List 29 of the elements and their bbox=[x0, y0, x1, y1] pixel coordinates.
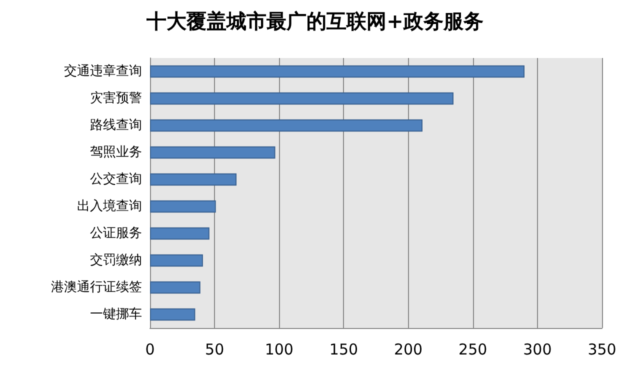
y-tick-label: 交通违章查询 bbox=[64, 63, 142, 79]
x-tick-label: 0 bbox=[145, 340, 155, 358]
y-tick-label: 灾害预警 bbox=[90, 90, 142, 106]
x-tick-label: 100 bbox=[264, 340, 294, 358]
bar bbox=[150, 254, 203, 267]
y-tick-label: 交罚缴纳 bbox=[90, 252, 142, 268]
chart-title: 十大覆盖城市最广的互联网+政务服务 bbox=[146, 9, 484, 33]
bar bbox=[150, 173, 237, 186]
x-tick-label: 150 bbox=[329, 340, 358, 358]
bar bbox=[150, 119, 422, 132]
y-tick-label: 公证服务 bbox=[90, 226, 142, 241]
x-tick-label: 50 bbox=[205, 340, 224, 358]
y-tick-label: 驾照业务 bbox=[90, 145, 142, 160]
bar bbox=[150, 92, 454, 105]
x-tick-label: 300 bbox=[523, 340, 552, 358]
y-tick-label: 港澳通行证续签 bbox=[51, 280, 142, 295]
y-tick-label: 出入境查询 bbox=[77, 198, 142, 214]
bar bbox=[150, 146, 276, 159]
y-tick-label: 公交查询 bbox=[90, 171, 142, 187]
bar bbox=[150, 227, 210, 240]
bar bbox=[150, 65, 525, 78]
x-tick-label: 350 bbox=[588, 340, 616, 358]
y-tick-label: 一键挪车 bbox=[90, 307, 142, 322]
bar bbox=[150, 200, 216, 213]
y-tick-label: 路线查询 bbox=[90, 118, 142, 133]
x-tick-label: 250 bbox=[458, 340, 488, 358]
bar bbox=[150, 281, 200, 294]
bar bbox=[150, 308, 196, 321]
x-tick-label: 200 bbox=[394, 340, 423, 358]
